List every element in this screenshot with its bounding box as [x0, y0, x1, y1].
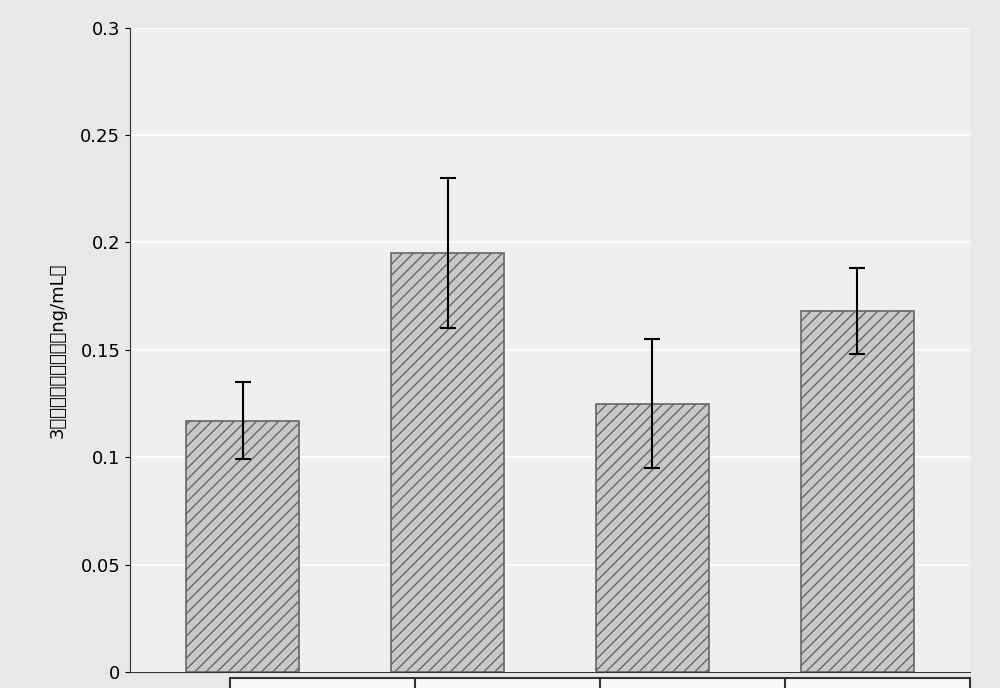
Y-axis label: 3型胶原蛋白的浓度（ng/mL）: 3型胶原蛋白的浓度（ng/mL）	[48, 262, 66, 438]
Bar	[391, 253, 504, 672]
Bar	[801, 311, 914, 672]
Bar	[186, 421, 299, 672]
Bar	[596, 404, 709, 672]
